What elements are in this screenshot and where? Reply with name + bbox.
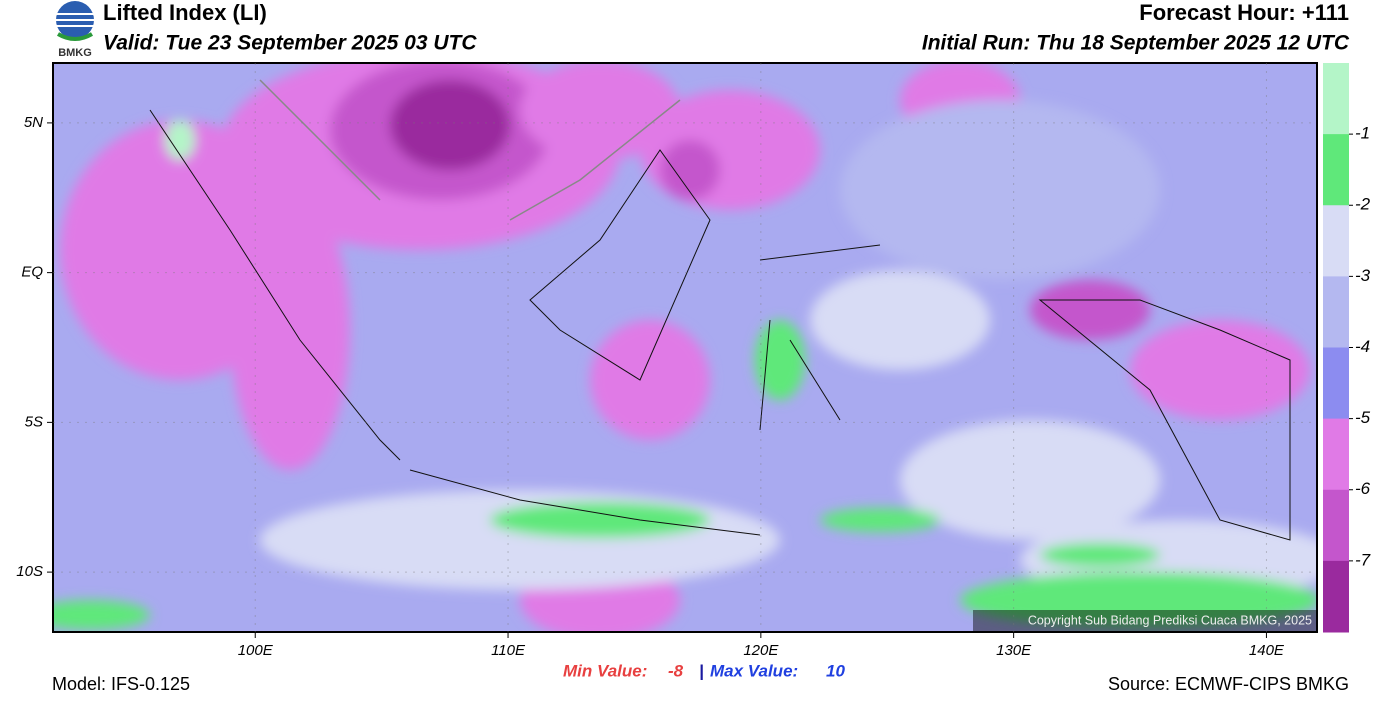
map-frame — [52, 62, 1318, 633]
min-label: Min Value: — [563, 661, 647, 680]
separator: | — [699, 661, 704, 680]
initial-run: Initial Run: Thu 18 September 2025 12 UT… — [922, 32, 1350, 55]
colorbar-cell — [1323, 560, 1349, 633]
lon-tick-label: 120E — [743, 642, 779, 659]
colorbar-label: -6 — [1355, 479, 1371, 498]
colorbar-cell — [1323, 418, 1349, 491]
colorbar-cell — [1323, 347, 1349, 420]
colorbar-label: -1 — [1355, 124, 1370, 143]
copyright: Copyright Sub Bidang Prediksi Cuaca BMKG… — [1028, 613, 1312, 627]
colorbar-cell — [1323, 63, 1349, 135]
lat-tick-label: 5S — [25, 413, 43, 430]
axis-ticks: 100E 110E 120E 130E 140E 5N EQ 5S 10S — [16, 63, 1317, 659]
lon-tick-label: 100E — [238, 642, 274, 659]
colorbar-label: -5 — [1355, 408, 1371, 427]
colorbar-label: -3 — [1355, 266, 1371, 285]
colorbar-cell — [1323, 134, 1349, 206]
min-value: -8 — [668, 661, 684, 680]
valid-time: Valid: Tue 23 September 2025 03 UTC — [103, 32, 477, 55]
source: Source: ECMWF-CIPS BMKG — [1108, 674, 1349, 694]
lon-tick-label: 130E — [996, 642, 1032, 659]
colorbar-cell — [1323, 205, 1349, 277]
lat-tick-label: EQ — [21, 264, 43, 281]
colorbar-cell — [1323, 276, 1349, 348]
logo: BMKG — [56, 1, 94, 59]
lat-tick-label: 5N — [24, 114, 43, 131]
colorbar-cell — [1323, 489, 1349, 562]
title: Lifted Index (LI) — [103, 0, 267, 25]
max-value: 10 — [826, 661, 845, 680]
forecast-hour: Forecast Hour: +111 — [1139, 0, 1349, 25]
lon-tick-label: 110E — [491, 642, 526, 659]
logo-text: BMKG — [58, 47, 92, 59]
colorbar-label: -4 — [1355, 337, 1370, 356]
colorbar: -1 -2 -3 -4 -5 -6 -7 — [1323, 63, 1371, 633]
colorbar-label: -7 — [1355, 550, 1371, 569]
lat-tick-label: 10S — [16, 563, 43, 580]
colorbar-label: -2 — [1355, 195, 1371, 214]
lon-tick-label: 140E — [1249, 642, 1285, 659]
map-field: Copyright Sub Bidang Prediksi Cuaca BMKG… — [53, 63, 1317, 632]
min-max: Min Value: -8 | Max Value: 10 — [563, 661, 845, 680]
max-label: Max Value: — [710, 661, 798, 680]
model: Model: IFS-0.125 — [52, 674, 190, 694]
